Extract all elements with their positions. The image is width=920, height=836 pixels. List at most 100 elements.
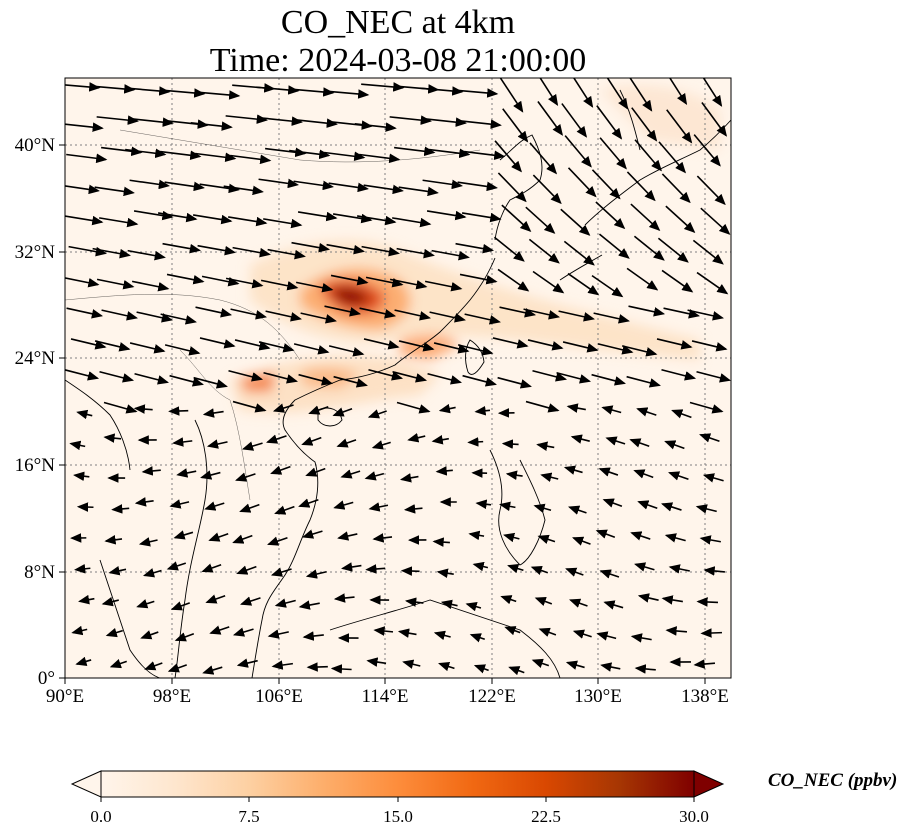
- wind-arrow: [65, 369, 100, 381]
- wind-arrow: [593, 312, 630, 324]
- wind-arrow: [225, 277, 264, 289]
- wind-arrow: [202, 408, 224, 418]
- wind-arrow: [598, 467, 619, 477]
- wind-arrow: [606, 78, 629, 110]
- lat-tick-label: 32°N: [15, 242, 56, 263]
- wind-arrow: [533, 503, 552, 513]
- wind-arrow: [565, 567, 584, 577]
- wind-arrow: [363, 338, 400, 350]
- wind-arrow: [330, 274, 369, 286]
- wind-arrow: [223, 185, 264, 196]
- wind-arrow: [160, 313, 197, 325]
- wind-arrow: [603, 600, 624, 610]
- wind-arrow: [109, 659, 127, 669]
- wind-arrow: [459, 119, 502, 129]
- wind-arrow: [260, 116, 303, 126]
- wind-arrow: [291, 87, 335, 97]
- wind-arrow: [501, 204, 532, 232]
- wind-arrow: [170, 601, 191, 611]
- wind-arrow: [696, 370, 731, 383]
- wind-arrow: [689, 401, 724, 414]
- wind-arrow: [493, 236, 525, 262]
- wind-arrow: [631, 107, 658, 142]
- wind-arrow: [372, 533, 393, 543]
- wind-arrow: [373, 626, 394, 636]
- wind-arrow: [523, 308, 561, 320]
- wind-arrow: [702, 78, 723, 107]
- wind-arrow: [270, 465, 291, 475]
- wind-arrow: [127, 249, 166, 261]
- lon-tick-label: 114°E: [362, 686, 409, 707]
- wind-arrow: [630, 531, 651, 541]
- wind-arrow: [301, 436, 322, 446]
- wind-arrow: [359, 153, 401, 164]
- wind-arrow: [701, 102, 728, 137]
- wind-arrow: [101, 146, 143, 157]
- wind-arrow: [529, 142, 558, 175]
- colorbar-tick-label: 15.0: [383, 807, 413, 826]
- wind-arrow: [99, 217, 139, 228]
- wind-arrow: [668, 564, 690, 574]
- lat-tick-label: 0°: [38, 668, 55, 689]
- axis-ticks: [59, 144, 706, 684]
- wind-arrow: [459, 273, 498, 285]
- wind-arrow: [693, 659, 716, 669]
- wind-arrow: [258, 178, 300, 189]
- wind-arrow: [103, 433, 122, 443]
- wind-arrow: [566, 403, 586, 413]
- wind-arrow: [305, 569, 327, 579]
- map-frame: [64, 77, 732, 679]
- wind-arrow: [195, 152, 237, 163]
- wind-arrow: [199, 183, 240, 194]
- wind-arrow: [336, 438, 357, 448]
- wind-arrow: [663, 307, 701, 319]
- wind-arrow: [540, 472, 559, 482]
- wind-arrow: [136, 311, 173, 323]
- wind-arrow: [326, 89, 370, 99]
- wind-arrow: [204, 501, 225, 511]
- wind-arrow: [596, 105, 623, 140]
- wind-arrow: [76, 409, 93, 420]
- wind-arrow: [472, 561, 489, 572]
- wind-arrow: [591, 373, 626, 386]
- wind-arrow: [429, 311, 466, 323]
- wind-arrow: [258, 341, 295, 353]
- lat-tick-label: 8°N: [24, 562, 55, 583]
- wind-arrow: [65, 277, 100, 288]
- wind-arrow: [265, 310, 302, 322]
- wind-arrow: [656, 338, 693, 350]
- wind-arrow: [668, 78, 688, 105]
- wind-arrow: [691, 340, 728, 352]
- colorbar-gradient: [101, 771, 694, 797]
- wind-arrow: [400, 566, 420, 576]
- wind-arrow: [429, 148, 471, 159]
- wind-arrow: [561, 103, 588, 138]
- wind-arrow: [629, 78, 653, 112]
- wind-arrow: [532, 369, 568, 382]
- wind-arrow: [235, 472, 256, 482]
- wind-arrow: [92, 247, 131, 259]
- wind-arrow: [195, 306, 233, 318]
- wind-arrow: [531, 658, 550, 668]
- wind-arrow: [661, 595, 683, 605]
- wind-arrow: [455, 88, 499, 98]
- wind-arrow: [504, 626, 521, 636]
- lon-tick-label: 138°E: [681, 686, 729, 707]
- wind-arrow: [687, 309, 724, 321]
- wind-arrow: [265, 147, 307, 158]
- wind-arrow: [464, 313, 501, 325]
- wind-arrow: [599, 569, 620, 579]
- wind-arrow: [457, 344, 494, 356]
- wind-arrow: [328, 345, 365, 357]
- wind-arrow: [508, 666, 525, 676]
- wind-arrow: [591, 274, 624, 298]
- wind-arrow: [169, 374, 204, 387]
- wind-arrow: [230, 308, 268, 320]
- wind-arrow: [389, 115, 432, 125]
- wind-arrow: [234, 339, 271, 351]
- wind-arrow: [200, 470, 221, 480]
- wind-arrow: [142, 568, 162, 578]
- wind-arrow: [104, 535, 123, 545]
- wind-arrow: [341, 562, 362, 572]
